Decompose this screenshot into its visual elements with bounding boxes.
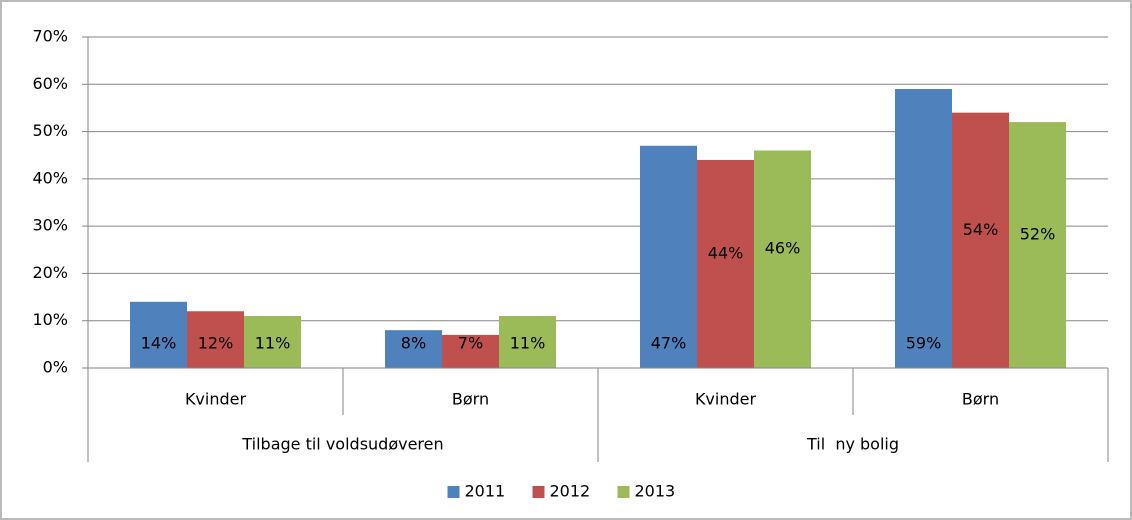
data-label: 44%: [708, 243, 744, 262]
data-label: 59%: [906, 334, 942, 353]
bar: [1009, 122, 1066, 368]
y-tick-label: 70%: [32, 27, 68, 46]
y-tick-label: 30%: [32, 216, 68, 235]
x-tick-label: Børn: [962, 390, 999, 409]
bar: [952, 112, 1009, 369]
legend-swatch: [447, 486, 460, 498]
group-label: Tilbage til voldsudøveren: [241, 435, 443, 454]
data-label: 47%: [651, 334, 687, 353]
bar: [754, 150, 811, 368]
y-tick-label: 60%: [32, 74, 68, 93]
legend-label: 2013: [635, 482, 676, 501]
bar: [442, 334, 499, 368]
x-tick-label: Kvinder: [185, 390, 247, 409]
data-label: 8%: [401, 334, 426, 353]
x-tick-label: Børn: [452, 390, 489, 409]
bar: [499, 315, 556, 368]
y-tick-label: 0%: [43, 358, 68, 377]
y-tick-label: 20%: [32, 263, 68, 282]
bar: [244, 315, 301, 368]
bar: [130, 301, 187, 368]
data-label: 11%: [255, 334, 291, 353]
legend-swatch: [617, 486, 630, 498]
data-label: 14%: [141, 334, 177, 353]
legend-label: 2011: [465, 482, 506, 501]
x-tick-label: Kvinder: [695, 390, 757, 409]
group-label: Til ny bolig: [806, 435, 899, 454]
data-label: 12%: [198, 334, 234, 353]
data-label: 52%: [1020, 225, 1056, 244]
legend-label: 2012: [550, 482, 591, 501]
data-label: 46%: [765, 239, 801, 258]
data-label: 54%: [963, 220, 999, 239]
y-tick-label: 40%: [32, 168, 68, 187]
bar: [385, 330, 442, 368]
bar: [697, 159, 754, 368]
data-label: 7%: [458, 334, 483, 353]
legend-swatch: [532, 486, 545, 498]
bar: [895, 89, 952, 368]
data-label: 11%: [510, 334, 546, 353]
y-tick-label: 10%: [32, 310, 68, 329]
bar: [640, 145, 697, 368]
y-tick-label: 50%: [32, 121, 68, 140]
bar: [187, 311, 244, 368]
